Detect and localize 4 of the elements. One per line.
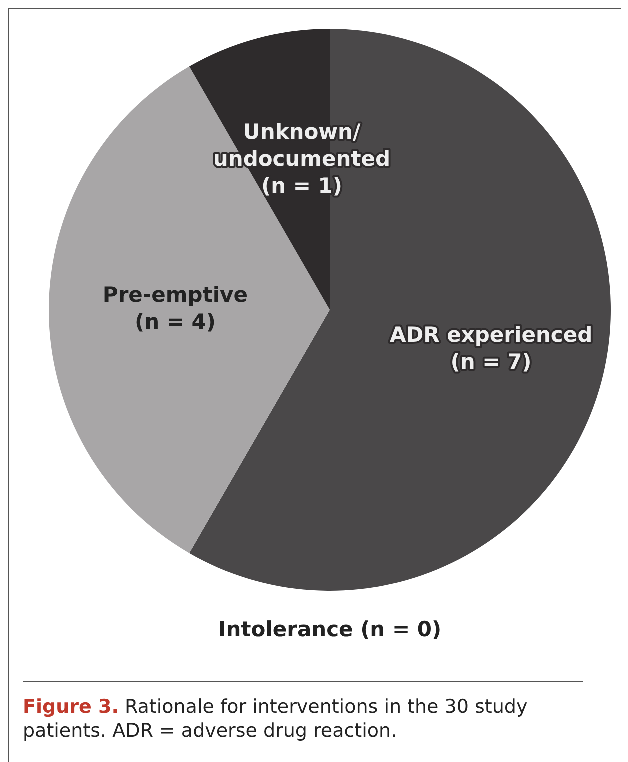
caption: Figure 3. Rationale for interventions in the 30 study patients. ADR = adverse drug reaction.: [23, 696, 529, 744]
slice-label: ADR experienced (n = 7): [390, 322, 593, 374]
slice-label: Pre-emptive (n = 4): [102, 282, 248, 334]
category-label: Intolerance (n = 0): [218, 617, 442, 642]
